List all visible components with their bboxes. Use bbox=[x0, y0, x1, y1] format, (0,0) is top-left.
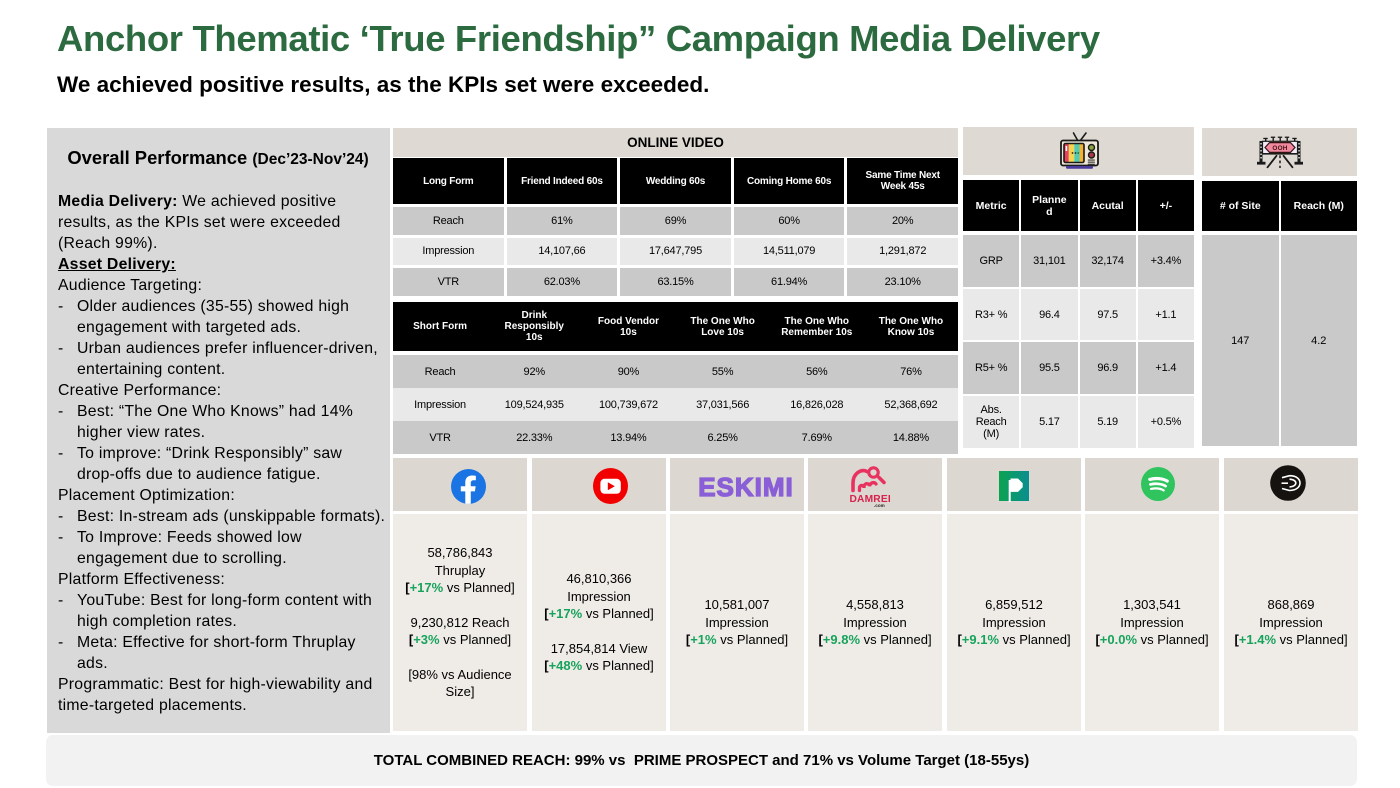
svg-text:OOH: OOH bbox=[1272, 144, 1287, 151]
svg-text:DAMREI: DAMREI bbox=[850, 494, 891, 505]
svg-text:.com: .com bbox=[874, 503, 885, 508]
